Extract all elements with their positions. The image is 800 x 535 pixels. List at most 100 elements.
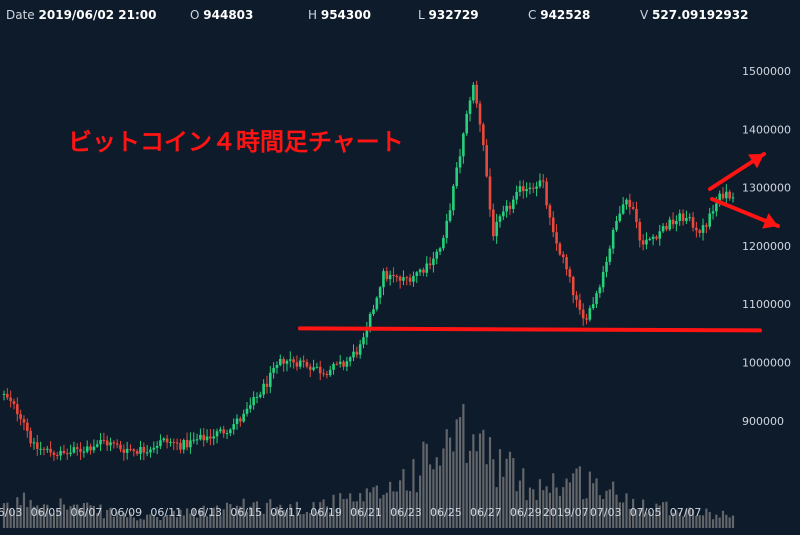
volume-bar xyxy=(691,509,695,528)
candle-body xyxy=(545,181,548,206)
candle-body xyxy=(372,309,375,314)
candle-body xyxy=(655,236,658,239)
volume-bar xyxy=(365,488,368,528)
volume-bar xyxy=(319,502,322,528)
volume-bar xyxy=(485,464,488,528)
volume-bar xyxy=(339,493,342,528)
candle-body xyxy=(541,180,545,182)
candle-body xyxy=(169,441,172,443)
candle-body xyxy=(422,269,425,273)
volume-bar xyxy=(232,514,235,528)
candle-body xyxy=(102,439,106,441)
candle-body xyxy=(105,440,109,446)
volume-bar xyxy=(578,466,581,528)
chart-annotation-title: ビットコイン４時間足チャート xyxy=(68,128,404,156)
candle-body xyxy=(715,203,718,212)
volume-bar xyxy=(432,469,435,528)
candle-body xyxy=(641,240,645,245)
candle-body xyxy=(95,444,99,447)
candle-body xyxy=(348,357,352,362)
candle-body xyxy=(312,367,315,370)
y-tick-label: 1400000 xyxy=(742,123,791,136)
candle-body xyxy=(192,439,196,441)
volume-bar xyxy=(462,404,465,528)
candle-body xyxy=(671,219,675,225)
high-readout: H 954300 xyxy=(308,8,371,22)
volume-bar xyxy=(239,506,242,528)
volume-bar xyxy=(615,494,618,528)
candle-body xyxy=(448,210,452,221)
candle-body xyxy=(49,448,52,453)
volume-bar xyxy=(708,511,711,528)
volume-bar xyxy=(482,429,485,528)
volume-bar xyxy=(106,509,109,528)
candle-body xyxy=(601,271,605,288)
volume-bar xyxy=(655,503,658,528)
volume-bar xyxy=(2,503,6,528)
volume-bar xyxy=(69,506,72,528)
volume-bar xyxy=(642,499,645,528)
candle-body xyxy=(528,187,532,189)
candle-body xyxy=(515,191,518,200)
candle-body xyxy=(462,133,465,157)
candle-body xyxy=(19,414,22,420)
volume-bar xyxy=(62,504,66,528)
volume-bar xyxy=(715,514,718,528)
volume-bar xyxy=(79,508,82,528)
candle-body xyxy=(505,205,508,212)
candle-body xyxy=(472,84,475,101)
candle-body xyxy=(362,337,365,345)
candle-body xyxy=(508,205,512,209)
open-label: O xyxy=(190,8,200,22)
candle-body xyxy=(295,362,299,367)
low-readout: L 932729 xyxy=(418,8,479,22)
candle-body xyxy=(728,191,731,199)
volume-bar xyxy=(448,437,452,528)
volume-bar xyxy=(179,509,182,528)
candle-body xyxy=(631,207,635,209)
volume-bar xyxy=(648,511,651,528)
volume-bar xyxy=(235,505,239,528)
candle-body xyxy=(315,366,319,368)
volume-bar xyxy=(472,434,475,528)
candle-body xyxy=(578,299,582,310)
candle-body xyxy=(555,232,558,244)
candle-body xyxy=(645,239,648,245)
volume-bar xyxy=(488,437,492,528)
volume-bar xyxy=(405,490,408,528)
volume-value: 527.09192932 xyxy=(652,8,749,22)
x-tick-label: 06/23 xyxy=(390,506,422,519)
candle-body xyxy=(725,191,728,199)
candle-body xyxy=(265,383,269,387)
volume-bar xyxy=(535,499,538,528)
candle-body xyxy=(45,448,49,450)
volume-bar xyxy=(645,512,648,528)
volume-bar xyxy=(242,498,245,528)
candle-body xyxy=(375,297,379,310)
candle-body xyxy=(425,263,429,273)
volume-bar xyxy=(9,509,12,528)
candle-body xyxy=(272,367,275,373)
candle-body xyxy=(402,277,405,281)
candle-body xyxy=(135,451,139,454)
volume-bar xyxy=(172,510,175,528)
low-label: L xyxy=(418,8,425,22)
candle-body xyxy=(6,393,9,398)
volume-bar xyxy=(182,515,185,528)
volume-bar xyxy=(475,451,478,528)
candle-body xyxy=(438,248,442,252)
candle-body xyxy=(605,261,608,272)
volume-bar xyxy=(96,513,99,528)
candle-body xyxy=(202,434,206,441)
candle-body xyxy=(222,429,225,434)
candle-body xyxy=(215,431,219,437)
candle-body xyxy=(79,448,82,452)
volume-bar xyxy=(222,509,225,528)
close-label: C xyxy=(528,8,537,22)
candle-body xyxy=(205,436,209,441)
volume-bar xyxy=(375,485,378,528)
volume-bar xyxy=(205,516,209,528)
volume-bar xyxy=(325,506,328,528)
candle-body xyxy=(685,218,688,222)
